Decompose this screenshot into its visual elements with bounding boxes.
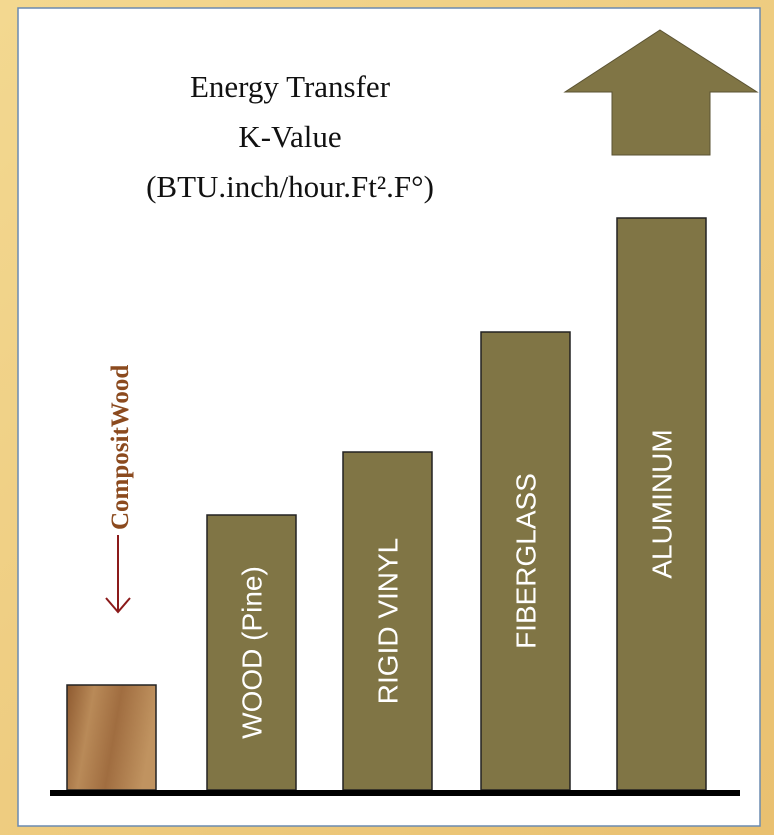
bar xyxy=(616,217,707,791)
up-arrow xyxy=(563,29,759,156)
bar-label: ALUMINUM xyxy=(647,429,678,578)
bar xyxy=(66,684,157,791)
annotation: CompositWood xyxy=(107,365,134,530)
bar xyxy=(480,331,571,791)
bar-label: RIGID VINYL xyxy=(373,538,404,704)
title-line: (BTU.inch/hour.Ft².F°) xyxy=(146,169,434,204)
bar-label: WOOD (Pine) xyxy=(237,566,268,739)
title-line: Energy Transfer xyxy=(190,69,391,104)
title-line: K-Value xyxy=(238,119,341,154)
bar xyxy=(206,514,297,791)
bar xyxy=(342,451,433,791)
annotation-arrowhead xyxy=(105,597,131,614)
bar-label: FIBERGLASS xyxy=(511,473,542,649)
